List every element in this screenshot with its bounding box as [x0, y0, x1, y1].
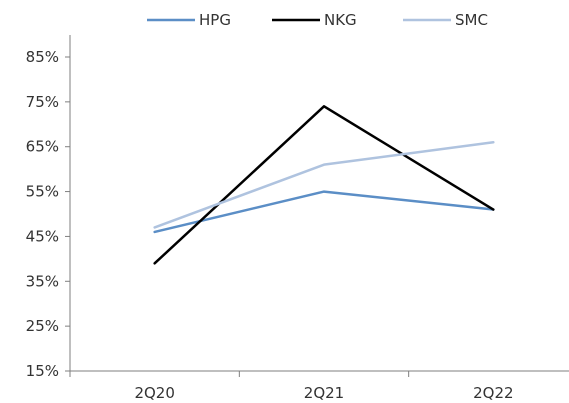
y-tick-label: 55%: [26, 183, 59, 201]
y-tick-label: 35%: [26, 272, 59, 290]
y-tick-label: 25%: [26, 317, 59, 335]
legend: HPG NKG SMC: [147, 11, 488, 29]
y-tick-label: 75%: [26, 93, 59, 111]
y-axis: 15% 25% 35% 45% 55% 65% 75% 85%: [26, 35, 71, 380]
y-tick-label: 45%: [26, 227, 59, 245]
y-tick-label: 15%: [26, 362, 59, 380]
x-axis: 2Q20 2Q21 2Q22: [69, 370, 569, 402]
series-line-smc: [153, 140, 495, 229]
x-tick-label: 2Q21: [304, 384, 344, 402]
series-line-hpg: [153, 190, 495, 234]
series-line-nkg: [153, 105, 495, 265]
legend-label-smc: SMC: [455, 11, 488, 29]
legend-label-hpg: HPG: [199, 11, 231, 29]
y-tick-label: 85%: [26, 48, 59, 66]
plot-area: [153, 105, 495, 265]
x-tick-label: 2Q22: [473, 384, 513, 402]
x-tick-label: 2Q20: [134, 384, 174, 402]
legend-label-nkg: NKG: [324, 11, 357, 29]
y-tick-label: 65%: [26, 138, 59, 156]
